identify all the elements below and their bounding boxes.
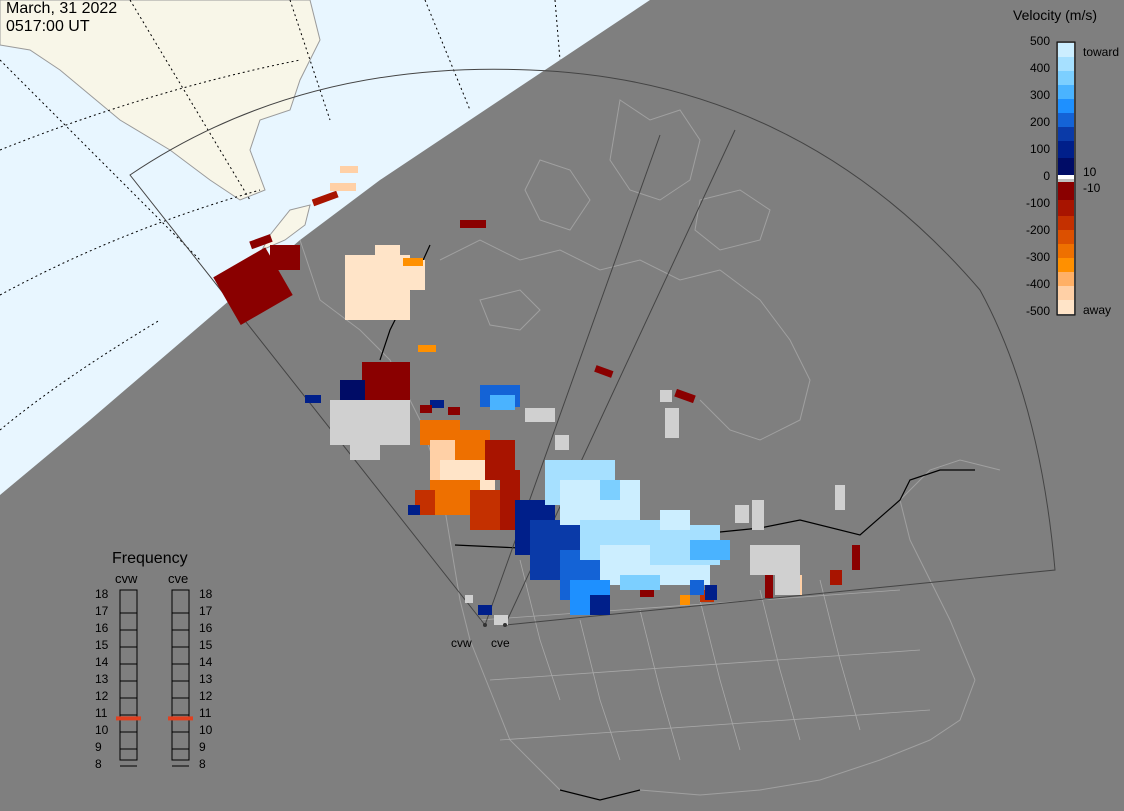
colorbar-tick-label: -200 — [1025, 223, 1050, 237]
freq-scale-label-left: 12 — [95, 689, 109, 703]
velocity-cells-away — [213, 166, 860, 605]
freq-scale-label-right: 14 — [199, 655, 213, 669]
freq-scale-label-left: 8 — [95, 757, 102, 771]
lat-lon-grid — [0, 0, 561, 431]
freq-scale-label-left: 16 — [95, 621, 109, 635]
freq-scale-label-left: 18 — [95, 587, 109, 601]
freq-scale-label-right: 16 — [199, 621, 213, 635]
freq-scale-label-left: 10 — [95, 723, 109, 737]
radar-site-cvw — [483, 623, 487, 627]
freq-scale-label-right: 18 — [199, 587, 213, 601]
freq-scale-label-right: 12 — [199, 689, 213, 703]
freq-scale-label-right: 11 — [199, 706, 212, 720]
freq-scale-label-right: 8 — [199, 757, 206, 771]
colorbar-tick-label: -300 — [1025, 250, 1050, 264]
radar-site-cve — [503, 623, 507, 627]
colorbar-tick-label: 0 — [1043, 169, 1050, 183]
freq-cvw-label: cvw — [115, 571, 138, 586]
velocity-cells-toward — [420, 385, 845, 625]
colorbar-tick-label: 300 — [1029, 88, 1050, 102]
state-borders — [479, 559, 931, 761]
colorbar-tick-label: 400 — [1029, 61, 1050, 75]
freq-scale-label-right: 9 — [199, 740, 206, 754]
colorbar-away-label: away — [1083, 303, 1112, 317]
freq-scale-label-right: 15 — [199, 638, 213, 652]
colorbar-tick-label: 200 — [1029, 115, 1050, 129]
coastlines — [299, 99, 1001, 801]
cve-frequency-marker — [168, 716, 193, 721]
sunlit-land — [0, 0, 321, 201]
colorbar-tick-label: -400 — [1025, 277, 1050, 291]
colorbar-10-label: 10 — [1083, 165, 1097, 179]
colorbar-tick-label: 100 — [1029, 142, 1050, 156]
colorbar-title: Velocity (m/s) — [1013, 7, 1098, 23]
velocity-colorbar — [1056, 41, 1076, 316]
frequency-title: Frequency — [112, 550, 188, 567]
colorbar-tick-label: 500 — [1029, 34, 1050, 48]
freq-scale-label-left: 14 — [95, 655, 109, 669]
radar-label-cve: cve — [491, 636, 510, 650]
freq-scale-label-left: 13 — [95, 672, 109, 686]
freq-scale-label-left: 17 — [95, 604, 109, 618]
freq-scale-label-left: 9 — [95, 740, 102, 754]
colorbar-toward-label: toward — [1083, 45, 1120, 59]
colorbar-minus10-label: -10 — [1083, 181, 1101, 195]
freq-scale-label-right: 13 — [199, 672, 213, 686]
freq-scale-label-right: 10 — [199, 723, 213, 737]
radar-label-cvw: cvw — [451, 636, 472, 650]
cvw-frequency-marker — [116, 716, 141, 721]
colorbar-tick-label: -500 — [1025, 304, 1050, 318]
freq-scale-label-left: 11 — [95, 706, 108, 720]
date-label: March, 31 2022 — [6, 0, 118, 17]
frequency-panel — [119, 589, 190, 767]
freq-cve-label: cve — [168, 571, 189, 586]
freq-scale-label-left: 15 — [95, 638, 109, 652]
freq-scale-label-right: 17 — [199, 604, 213, 618]
colorbar-tick-label: -100 — [1025, 196, 1050, 210]
time-label: 0517:00 UT — [6, 18, 90, 35]
